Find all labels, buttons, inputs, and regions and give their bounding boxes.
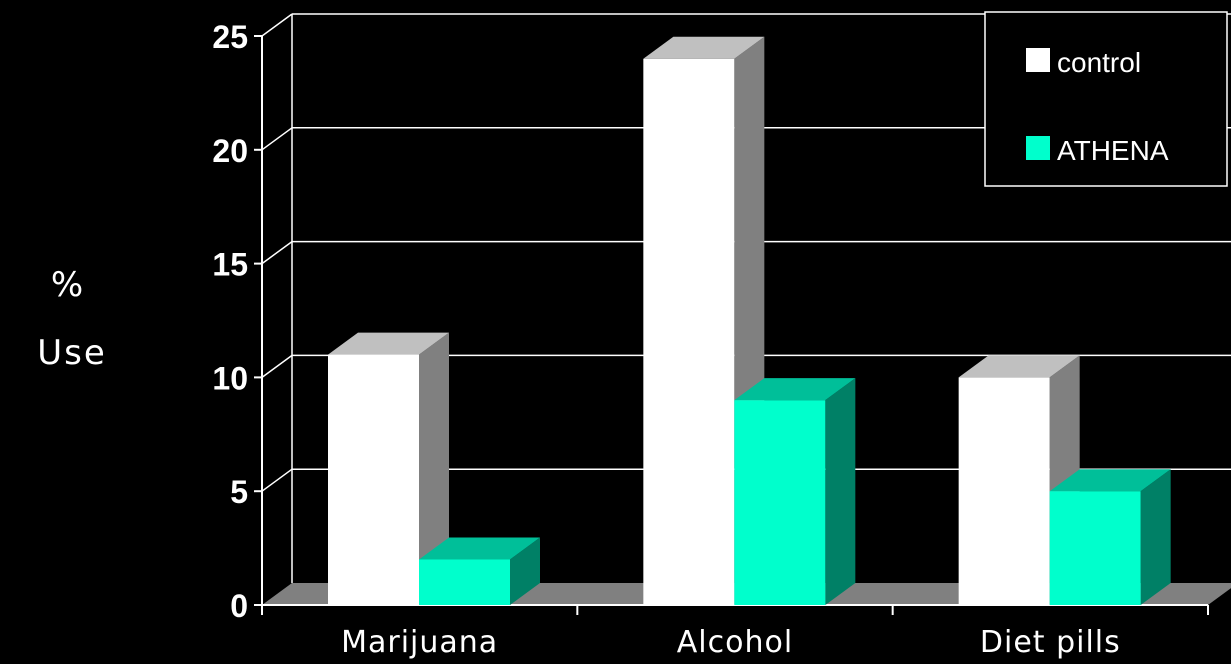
legend-box	[984, 11, 1228, 187]
x-tick-label-alcohol: Alcohol	[677, 625, 793, 660]
bar-top	[643, 36, 765, 59]
bar-front	[734, 400, 826, 605]
side-grid-line-10	[261, 354, 293, 379]
side-grid-line-5	[261, 468, 293, 492]
legend-swatch-athena	[1026, 136, 1050, 160]
bar-athena-alcohol	[734, 378, 856, 605]
side-grid-line-25	[261, 13, 293, 37]
y-tick-label-25: 25	[212, 19, 248, 55]
bar-front	[1049, 491, 1141, 605]
bar-control-diet-pills	[958, 355, 1080, 605]
y-axis-label: % Use	[37, 265, 107, 373]
bar-side	[825, 378, 856, 605]
y-tick-label-15: 15	[212, 247, 248, 283]
legend-label-control: control	[1057, 47, 1141, 78]
bars	[328, 36, 1171, 605]
bar-front	[643, 58, 735, 605]
x-tick-labels: Marijuana Alcohol Diet pills	[341, 625, 1121, 660]
y-axis-label-line-1: %	[51, 265, 85, 305]
y-tick-label-10: 10	[212, 360, 248, 396]
y-axis-label-line-2: Use	[37, 333, 107, 373]
legend-swatch-control	[1026, 48, 1050, 72]
legend: control ATHENA	[984, 11, 1228, 187]
bar-top	[958, 355, 1080, 378]
y-tick-label-0: 0	[230, 588, 248, 624]
bar-front	[328, 354, 419, 605]
bar-top	[734, 378, 856, 401]
bar-top	[328, 332, 449, 355]
side-grid-line-15	[261, 240, 293, 265]
bar-side	[419, 332, 449, 605]
side-grid-line-20	[261, 127, 293, 151]
y-tick-label-20: 20	[212, 133, 248, 169]
bar-side	[510, 537, 540, 605]
y-tick-label-5: 5	[230, 474, 248, 510]
bar-top	[419, 537, 540, 560]
x-tick-label-diet-pills: Diet pills	[980, 625, 1121, 660]
x-tick-label-marijuana: Marijuana	[341, 625, 498, 660]
bar-front	[958, 377, 1050, 605]
bar-front	[419, 559, 510, 605]
bar-athena-diet-pills	[1049, 469, 1171, 605]
bar-side	[1140, 469, 1171, 605]
y-tick-labels: 0 5 10 15 20 25	[212, 19, 248, 624]
bar-control-marijuana	[328, 332, 449, 605]
legend-label-athena: ATHENA	[1057, 135, 1169, 166]
bar-top	[1049, 469, 1171, 492]
bar-athena-marijuana	[419, 537, 540, 605]
